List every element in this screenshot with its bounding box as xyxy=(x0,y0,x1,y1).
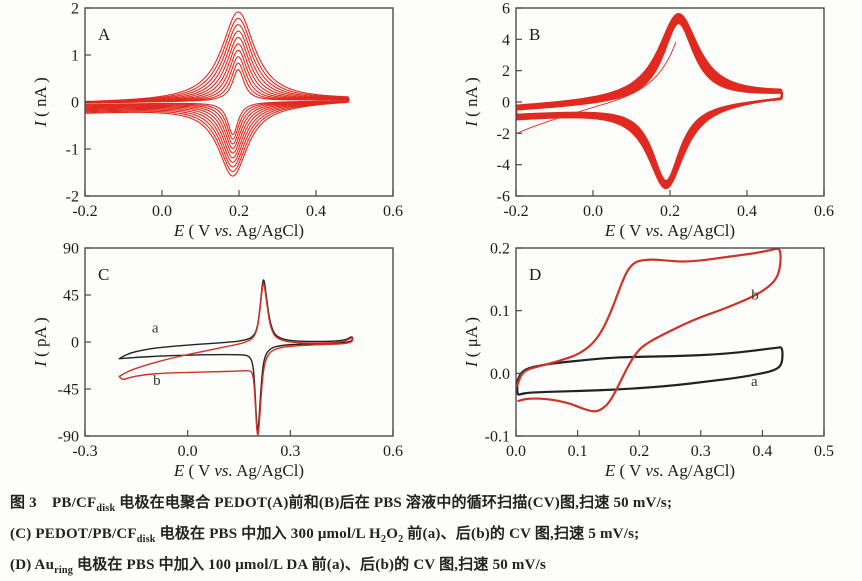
svg-text:0.3: 0.3 xyxy=(691,443,711,460)
cv-chart-d: 0.0 0.1 0.2 0.3 0.4 0.50.20.10.0-0.1E ( V vs.… xyxy=(462,241,834,481)
first-scan xyxy=(516,42,677,134)
cv-growth-cycles-cycle-9 xyxy=(85,17,350,173)
svg-text:-4: -4 xyxy=(497,157,510,174)
figure-caption: 图 3 PB/CFdisk 电极在电聚合 PEDOT(A)前和(B)后在 PBS… xyxy=(0,480,862,581)
svg-text:0.6: 0.6 xyxy=(814,203,834,220)
caption-line-1: 图 3 PB/CFdisk 电极在电聚合 PEDOT(A)前和(B)后在 PBS… xyxy=(10,495,673,514)
svg-text:2: 2 xyxy=(71,1,79,18)
x-axis-label: E ( V vs. Ag/AgCl) xyxy=(604,221,735,240)
cv-chart-a: -0.2 0.0 0.2 0.4 0.6 2 1 0 -1 -2 E ( V vs. Ag/AgCl… xyxy=(31,1,403,241)
axis-ticks xyxy=(84,7,394,197)
plot-border xyxy=(515,247,825,437)
x-axis-label: E ( V vs. Ag/AgCl) xyxy=(173,221,304,240)
x-axis-label: E ( V vs. Ag/AgCl) xyxy=(173,461,304,480)
cv-panel-a: -0.2 0.0 0.2 0.4 0.6 2 1 0 -1 -2 E ( V vs. Ag/AgCl… xyxy=(0,0,431,241)
cv-panel-b: -0.2 0.0 0.2 0.4 0.6 6 4 2 0 -2 -4 -6 E ( V vs. Ag/A… xyxy=(431,0,862,241)
svg-text:0.4: 0.4 xyxy=(306,203,326,220)
svg-text:0.2: 0.2 xyxy=(229,203,249,220)
caption-line-3: (D) Auring 电极在 PBS 中加入 100 μmol/L DA 前(a… xyxy=(10,557,547,576)
svg-text:-0.3: -0.3 xyxy=(72,443,97,460)
svg-text:0.2: 0.2 xyxy=(660,203,680,220)
tick-labels: -0.3 0.0 0.3 0.6 90 45 0 -45 -90 xyxy=(58,241,403,461)
svg-text:-1: -1 xyxy=(66,142,79,159)
caption-line-2: (C) PEDOT/PB/CFdisk 电极在 PBS 中加入 300 μmol… xyxy=(10,526,640,545)
svg-text:-90: -90 xyxy=(58,429,79,446)
svg-text:0: 0 xyxy=(71,335,79,352)
cv-growth-cycles-cycle-10 xyxy=(85,11,350,177)
svg-text:0.0: 0.0 xyxy=(178,443,198,460)
svg-text:0.0: 0.0 xyxy=(506,443,526,460)
curves xyxy=(516,248,784,413)
svg-text:1: 1 xyxy=(71,48,79,65)
tick-labels: -0.2 0.0 0.2 0.4 0.6 6 4 2 0 -2 -4 -6 xyxy=(497,1,834,221)
cv-chart-c: -0.3 0.0 0.3 0.6 90 45 0 -45 -90 E ( V vs. Ag/AgC… xyxy=(31,241,403,481)
curve-a-before-DA xyxy=(516,346,784,396)
cv-panel-d: 0.0 0.1 0.2 0.3 0.4 0.5 0.2 0.1 0.0 -0.1 E ( V vs.… xyxy=(431,240,862,481)
svg-text:0.5: 0.5 xyxy=(814,443,834,460)
panel-letter-B: B xyxy=(529,25,540,44)
y-axis-label: I ( μA ) xyxy=(462,317,481,368)
tick-labels: -0.2 0.0 0.2 0.4 0.6 2 1 0 -1 -2 xyxy=(66,1,403,221)
tick-labels: 0.0 0.1 0.2 0.3 0.4 0.50.20.10.0-0.1 xyxy=(485,241,834,461)
panel-letter-A: A xyxy=(98,25,111,44)
y-axis-label: I ( pA ) xyxy=(31,317,50,368)
svg-text:0.2: 0.2 xyxy=(490,241,510,258)
curve-b-after-DA xyxy=(516,248,782,413)
panel-letter-C: C xyxy=(98,265,109,284)
svg-text:0.1: 0.1 xyxy=(568,443,588,460)
svg-text:0.1: 0.1 xyxy=(490,303,510,320)
svg-text:-2: -2 xyxy=(497,126,510,143)
y-axis-label: I ( nA ) xyxy=(31,77,50,128)
curve-label-a: a xyxy=(751,374,758,390)
svg-text:-6: -6 xyxy=(497,189,510,206)
charts-grid: -0.2 0.0 0.2 0.4 0.6 2 1 0 -1 -2 E ( V vs. Ag/AgCl… xyxy=(0,0,862,481)
svg-text:0: 0 xyxy=(502,95,510,112)
axis-ticks xyxy=(515,247,825,437)
svg-text:0.0: 0.0 xyxy=(490,366,510,383)
svg-text:4: 4 xyxy=(502,32,510,49)
axis-ticks xyxy=(84,247,394,437)
svg-text:-45: -45 xyxy=(58,382,79,399)
cv-stable-cycles-cycle-8 xyxy=(516,12,783,190)
panel-letter-D: D xyxy=(529,265,541,284)
svg-text:0.4: 0.4 xyxy=(752,443,772,460)
curve-label-b: b xyxy=(751,287,759,303)
curve-label-a: a xyxy=(152,321,159,337)
svg-text:6: 6 xyxy=(502,1,510,18)
curves xyxy=(85,11,350,177)
curve-b-after-H2O2 xyxy=(118,283,354,436)
svg-text:2: 2 xyxy=(502,63,510,80)
svg-text:0.0: 0.0 xyxy=(152,203,172,220)
svg-text:0.0: 0.0 xyxy=(583,203,603,220)
svg-text:-2: -2 xyxy=(66,189,79,206)
curve-a-before-H2O2 xyxy=(118,279,354,431)
svg-text:0.6: 0.6 xyxy=(383,443,403,460)
svg-text:0.2: 0.2 xyxy=(629,443,649,460)
axis-ticks xyxy=(515,7,825,197)
curves xyxy=(516,12,783,190)
cv-chart-b: -0.2 0.0 0.2 0.4 0.6 6 4 2 0 -2 -4 -6 E ( V vs. Ag/A… xyxy=(462,1,834,241)
svg-text:0.4: 0.4 xyxy=(737,203,757,220)
cv-panel-c: -0.3 0.0 0.3 0.6 90 45 0 -45 -90 E ( V vs. Ag/AgC… xyxy=(0,240,431,481)
svg-text:90: 90 xyxy=(63,241,79,258)
curves xyxy=(118,279,354,436)
svg-text:-0.2: -0.2 xyxy=(503,203,528,220)
y-axis-label: I ( nA ) xyxy=(462,77,481,128)
curve-label-b: b xyxy=(153,373,161,389)
x-axis-label: E ( V vs. Ag/AgCl) xyxy=(604,461,735,480)
svg-text:0.3: 0.3 xyxy=(280,443,300,460)
svg-text:45: 45 xyxy=(63,288,79,305)
svg-text:0: 0 xyxy=(71,95,79,112)
svg-text:-0.1: -0.1 xyxy=(485,429,510,446)
svg-text:0.6: 0.6 xyxy=(383,203,403,220)
svg-text:-0.2: -0.2 xyxy=(72,203,97,220)
